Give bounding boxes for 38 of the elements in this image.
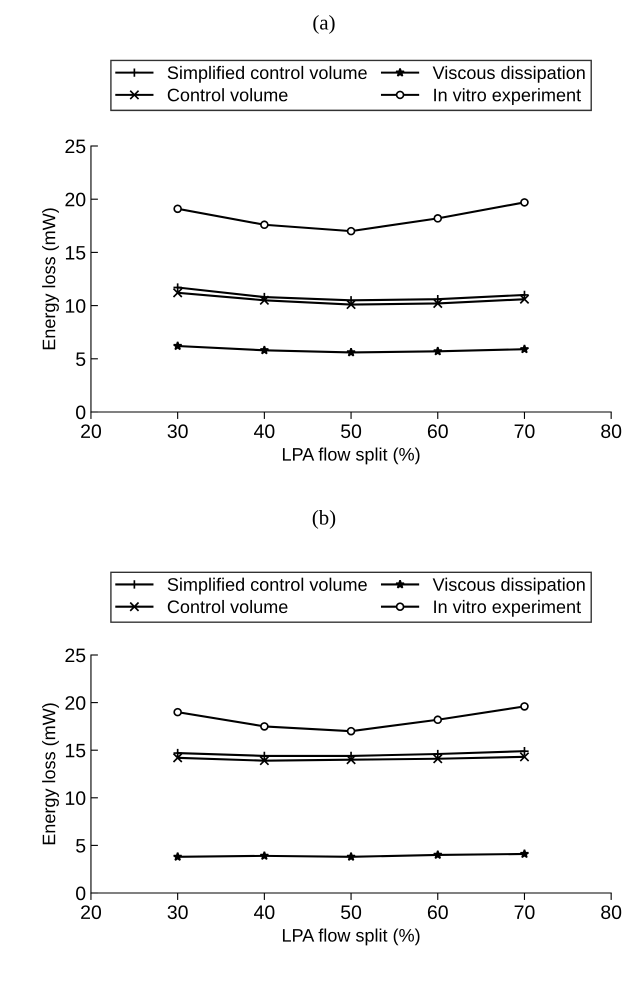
y-tick-label: 15 <box>66 246 86 260</box>
legend-label: Viscous dissipation <box>432 66 585 83</box>
x-tick-label: 70 <box>514 424 535 438</box>
x-tick-label: 50 <box>341 424 362 438</box>
x-tick-label: 30 <box>168 905 188 920</box>
x-tick-label: 80 <box>601 905 622 920</box>
y-tick-label: 10 <box>66 299 86 313</box>
x-tick-label: 40 <box>254 905 274 920</box>
x-tick-label: 80 <box>601 424 622 438</box>
y-tick-label: 0 <box>76 886 86 900</box>
y-axis-title: Energy loss (mW) <box>42 703 59 844</box>
y-tick-label: 15 <box>66 744 86 758</box>
y-tick-label: 25 <box>65 648 86 662</box>
y-tick-label: 25 <box>65 139 86 154</box>
x-tick-label: 60 <box>428 424 448 438</box>
x-tick-label: 70 <box>514 905 535 920</box>
x-axis-title: LPA flow split (%) <box>282 928 420 946</box>
y-axis-title: Energy loss (mW) <box>42 208 59 350</box>
legend-label: Control volume <box>168 88 288 102</box>
y-tick-label: 5 <box>76 352 86 366</box>
legend-label: In vitro experiment <box>434 88 581 105</box>
legend-label: Viscous dissipation <box>432 578 585 595</box>
x-tick-label: 60 <box>428 905 448 920</box>
legend-label: In vitro experiment <box>434 600 581 617</box>
y-tick-label: 20 <box>65 696 86 710</box>
x-tick-label: 30 <box>168 424 188 438</box>
y-tick-label: 0 <box>76 405 86 420</box>
y-tick-label: 10 <box>66 791 86 806</box>
x-tick-label: 40 <box>254 424 274 438</box>
y-tick-label: 5 <box>76 839 86 853</box>
chart-title: (b) <box>312 510 336 529</box>
y-tick-label: 20 <box>65 192 86 206</box>
x-tick-label: 50 <box>341 905 362 920</box>
legend-label: Control volume <box>168 600 288 614</box>
x-axis-title: LPA flow split (%) <box>282 447 420 464</box>
legend-label: Simplified control volume <box>168 578 367 595</box>
chart-title: (a) <box>313 15 335 34</box>
legend-label: Simplified control volume <box>168 66 367 83</box>
